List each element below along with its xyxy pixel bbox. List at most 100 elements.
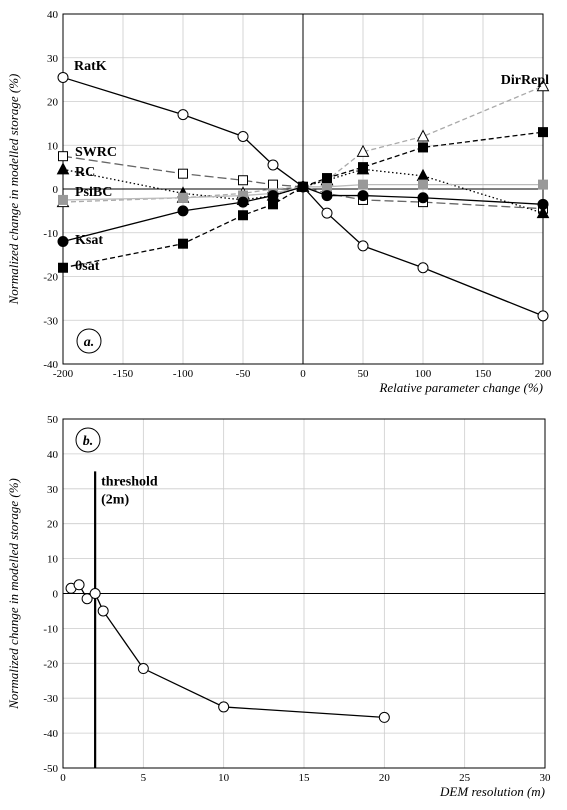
tick-labels: 0 5 10 15 20 25 30 -50 -40 -30 -20 -10 0 10 20 30 40 50 [43, 414, 551, 784]
data-point [177, 205, 189, 217]
data-point [237, 196, 249, 208]
x-tick-label: -100 [173, 368, 194, 380]
data-point [298, 181, 308, 192]
x-tick-label: 5 [141, 772, 147, 784]
series-label-ksat: Ksat [75, 233, 103, 248]
panel-label-text: b. [83, 434, 94, 449]
y-tick-label: 20 [47, 519, 59, 531]
x-tick-label: 30 [540, 772, 552, 784]
y-axis-label: Normalized change in modelled storage (%… [6, 74, 21, 306]
data-point [537, 198, 549, 210]
x-tick-label: 50 [358, 368, 370, 380]
x-tick-label: 0 [300, 368, 306, 380]
y-tick-label: 40 [47, 449, 59, 461]
data-point [418, 142, 428, 153]
data-point [178, 238, 188, 249]
y-tick-label: 30 [47, 53, 59, 65]
data-point [536, 79, 550, 92]
x-axis-label: Relative parameter change (%) [378, 380, 543, 395]
x-tick-label: 100 [415, 368, 432, 380]
series-label-thetasat: θsat [75, 259, 100, 274]
y-tick-label: 10 [47, 140, 59, 152]
data-point [417, 262, 429, 274]
data-point [321, 190, 333, 202]
y-tick-label: -10 [43, 228, 58, 240]
data-point [218, 701, 230, 713]
tick-labels: -200 -150 -100 -50 0 50 100 150 200-40-30-20-100… [43, 9, 551, 380]
data-point [322, 173, 332, 184]
data-point [58, 262, 68, 273]
data-point [378, 711, 390, 723]
chart-panel-b: 0 5 10 15 20 25 30 -50 -40 -30 -20 -10 0 10 20 30 40 50 DE… [6, 414, 551, 799]
y-tick-label: -20 [43, 272, 58, 284]
data-point [417, 192, 429, 204]
x-axis-label: DEM resolution (m) [439, 784, 545, 799]
data-point [322, 181, 332, 192]
series-line [62, 131, 544, 269]
data-point [178, 192, 188, 203]
threshold-sublabel: (2m) [101, 492, 129, 507]
threshold-label: threshold [101, 474, 158, 489]
x-tick-label: 10 [218, 772, 230, 784]
data-point [97, 605, 109, 617]
y-tick-label: 10 [47, 554, 59, 566]
data-point [416, 129, 430, 142]
y-tick-label: -40 [43, 359, 58, 371]
data-point [177, 109, 189, 121]
data-point [178, 168, 188, 179]
data-point [57, 236, 69, 247]
y-tick-label: -10 [43, 623, 58, 635]
data-point [538, 127, 548, 138]
series-label-ratk: RatK [74, 59, 107, 74]
y-tick-label: -40 [43, 728, 58, 740]
y-tick-label: 0 [53, 184, 59, 196]
x-tick-label: 150 [475, 368, 492, 380]
data-point [356, 144, 370, 157]
y-tick-label: -20 [43, 658, 58, 670]
y-tick-label: 0 [53, 589, 59, 601]
panel-label-text: a. [84, 335, 95, 350]
data-point [58, 194, 68, 205]
panel-label: a. [76, 328, 102, 354]
y-tick-label: 50 [47, 414, 59, 426]
data-point [56, 162, 70, 175]
data-point [237, 131, 249, 142]
data-point [358, 162, 368, 173]
series-line-0 [65, 579, 390, 723]
y-tick-label: -30 [43, 315, 58, 327]
data-point [57, 71, 69, 83]
data-point [89, 588, 101, 599]
x-tick-label: -50 [236, 368, 251, 380]
x-tick-label: 25 [459, 772, 471, 784]
series-labels: RatK DirRepl SWRC RC PsiBC Ksat θsat [74, 59, 549, 274]
threshold: threshold (2m) [94, 471, 158, 768]
data-point [357, 240, 369, 252]
series-label-swrc: SWRC [75, 145, 117, 160]
y-tick-label: 20 [47, 97, 59, 109]
series-label-rc: RC [75, 165, 95, 180]
x-tick-label: 15 [299, 772, 311, 784]
y-tick-label: -50 [43, 763, 58, 775]
x-tick-label: -150 [113, 368, 134, 380]
panel-label-circle [75, 427, 101, 453]
panel-label-circle [76, 328, 102, 354]
data-point [537, 310, 549, 322]
data-point [238, 210, 248, 221]
chart-panel-a: -200 -150 -100 -50 0 50 100 150 200-40-30-20-100… [6, 9, 552, 395]
series-label-dirrepl: DirRepl [501, 73, 549, 88]
x-tick-label: 200 [535, 368, 552, 380]
data-point [418, 179, 428, 190]
y-tick-label: 40 [47, 9, 59, 21]
series-label-psibc: PsiBC [75, 185, 112, 200]
x-tick-label: 20 [379, 772, 391, 784]
y-tick-label: -30 [43, 693, 58, 705]
x-tick-label: -200 [53, 368, 74, 380]
data-point [321, 207, 333, 219]
data-point [58, 151, 68, 162]
data-point [357, 190, 369, 202]
data-point [268, 179, 278, 190]
y-tick-label: 30 [47, 484, 59, 496]
panel-label: b. [75, 427, 101, 453]
series-thetasat [58, 127, 548, 273]
